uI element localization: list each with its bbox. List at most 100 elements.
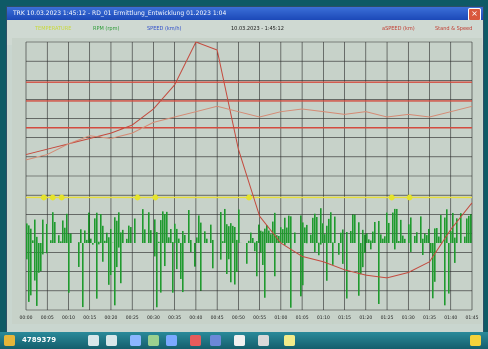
rpm-bar-low xyxy=(92,243,94,245)
rpm-bar-low xyxy=(194,243,196,267)
rpm-bar-low xyxy=(264,243,266,298)
rpm-bar xyxy=(358,222,360,243)
graph-icon[interactable] xyxy=(148,335,159,346)
rpm-bar xyxy=(320,208,322,243)
rpm-bar-low xyxy=(342,243,344,264)
rpm-bar xyxy=(340,232,342,243)
rpm-bar-low xyxy=(358,243,360,296)
rpm-bar xyxy=(70,233,72,243)
x-tick-label: 01:35 xyxy=(423,315,436,321)
rpm-bar xyxy=(260,230,262,243)
rpm-bar xyxy=(28,225,30,243)
rpm-bar xyxy=(286,227,288,243)
rpm-bar-low xyxy=(318,243,320,256)
rpm-bar xyxy=(168,237,170,243)
rpm-bar xyxy=(64,227,66,243)
rpm-bar xyxy=(236,239,238,243)
rpm-bar-low xyxy=(284,243,286,245)
rpm-bar xyxy=(46,223,48,243)
rpm-bar-low xyxy=(180,243,182,279)
rpm-bar xyxy=(228,226,230,243)
tray-icon[interactable] xyxy=(470,335,481,346)
rpm-bar-low xyxy=(226,243,228,275)
rpm-bar xyxy=(278,235,280,243)
zoom-icon[interactable] xyxy=(106,335,117,346)
rpm-bar xyxy=(96,212,98,243)
rpm-bar xyxy=(276,235,278,243)
rpm-bar xyxy=(110,228,112,243)
rpm-bar xyxy=(284,217,286,243)
rpm-bar xyxy=(90,238,92,243)
chart-svg: 00:00 00:05 00:10 00:15 00:20 00:25 00:30 00:35… xyxy=(12,38,482,324)
window-icon[interactable] xyxy=(166,335,177,346)
marker-point xyxy=(49,194,56,201)
rpm-bar-low xyxy=(26,243,28,260)
memo-icon[interactable] xyxy=(284,335,295,346)
rpm-bar xyxy=(84,230,86,243)
rpm-bar-low xyxy=(46,243,48,254)
rpm-bar xyxy=(78,242,80,243)
x-tick-label: 00:35 xyxy=(168,315,181,321)
plot-area: 00:00 00:05 00:10 00:15 00:20 00:25 00:30 00:35… xyxy=(12,38,482,324)
rpm-bar xyxy=(392,212,394,243)
note-icon[interactable] xyxy=(234,335,245,346)
legend-speed: SPEED (km/h) xyxy=(147,26,182,32)
rpm-bar-low xyxy=(338,243,340,255)
x-tick-label: 01:05 xyxy=(296,315,309,321)
rpm-bar xyxy=(370,240,372,243)
rpm-bar xyxy=(398,240,400,243)
rpm-bar xyxy=(178,238,180,243)
close-button[interactable]: × xyxy=(468,8,481,20)
page-icon[interactable] xyxy=(258,335,269,346)
rpm-bar-low xyxy=(290,243,292,308)
rpm-bar xyxy=(130,227,132,243)
rpm-bar-low xyxy=(98,243,100,245)
rpm-bar xyxy=(220,212,222,243)
rpm-bar xyxy=(114,217,116,243)
rpm-bar-low xyxy=(228,243,230,260)
rpm-bar-low xyxy=(360,243,362,275)
rpm-bar xyxy=(294,232,296,243)
rpm-bar-low xyxy=(234,243,236,285)
x-tick-label: 01:40 xyxy=(444,315,457,321)
rpm-bar-low xyxy=(410,243,412,252)
rpm-bar xyxy=(118,212,120,243)
rpm-bar-low xyxy=(154,243,156,257)
rpm-bar-low xyxy=(116,243,118,268)
legend-aspeed: aSPEED (km) xyxy=(382,26,415,32)
rpm-bar xyxy=(416,232,418,243)
rpm-bar xyxy=(154,219,156,243)
marker-point xyxy=(246,194,252,201)
rpm-bar xyxy=(468,215,470,243)
rpm-bar xyxy=(332,242,334,243)
rpm-bar xyxy=(156,232,158,243)
rpm-bar-low xyxy=(182,243,184,293)
rpm-bar-low xyxy=(236,243,238,272)
rpm-bar-low xyxy=(230,243,232,283)
rpm-bar xyxy=(350,230,352,243)
chart-icon[interactable] xyxy=(130,335,141,346)
blue-tool-icon[interactable] xyxy=(210,335,221,346)
rpm-bar xyxy=(380,234,382,243)
x-tick-label: 00:10 xyxy=(62,315,75,321)
legend-rpm: RPM (rpm) xyxy=(93,26,120,32)
red-tool-icon[interactable] xyxy=(190,335,201,346)
rpm-bar xyxy=(342,229,344,243)
title-bar: TRK 10.03.2023 1:45:12 - RD_01 Ermittlun… xyxy=(7,7,483,20)
rpm-bar xyxy=(464,236,466,243)
rpm-bar xyxy=(106,232,108,243)
rpm-bar-low xyxy=(176,243,178,270)
rpm-bar xyxy=(122,229,124,243)
rpm-bar xyxy=(274,212,276,243)
rpm-bar xyxy=(30,228,32,243)
rpm-bar xyxy=(212,239,214,243)
rpm-bar-low xyxy=(42,243,44,255)
rpm-bar xyxy=(266,225,268,243)
rpm-bar xyxy=(252,238,254,243)
rpm-bar xyxy=(86,239,88,243)
rpm-bar xyxy=(330,212,332,243)
rpm-bar xyxy=(172,242,174,243)
marker-point xyxy=(58,194,65,201)
start-icon[interactable] xyxy=(4,335,15,346)
search-icon[interactable] xyxy=(88,335,99,346)
